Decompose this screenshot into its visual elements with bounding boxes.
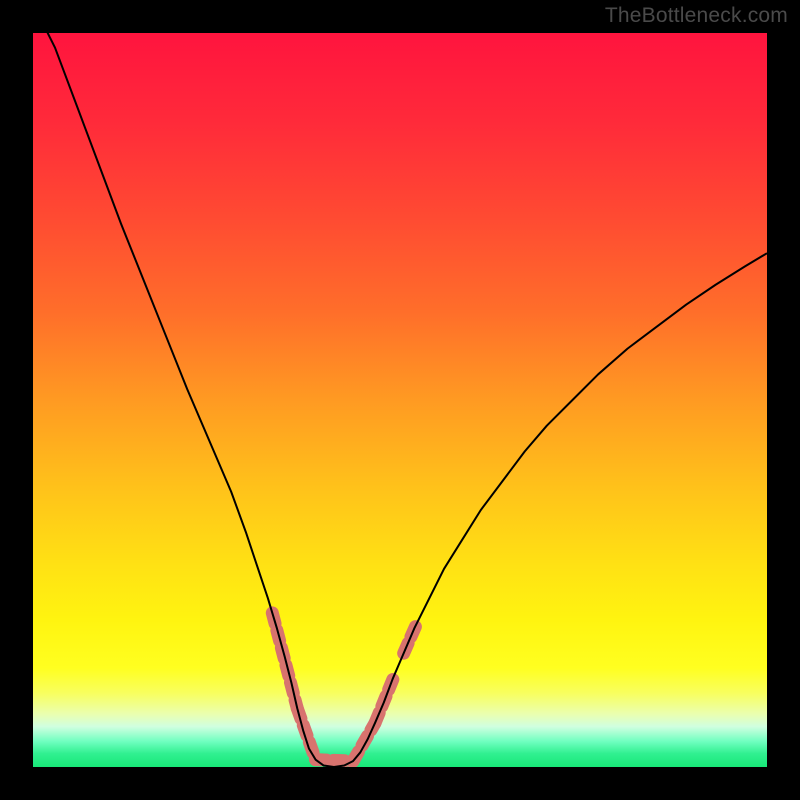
bottleneck-curve-chart — [0, 0, 800, 800]
watermark-label: TheBottleneck.com — [605, 4, 788, 28]
chart-frame: TheBottleneck.com — [0, 0, 800, 800]
